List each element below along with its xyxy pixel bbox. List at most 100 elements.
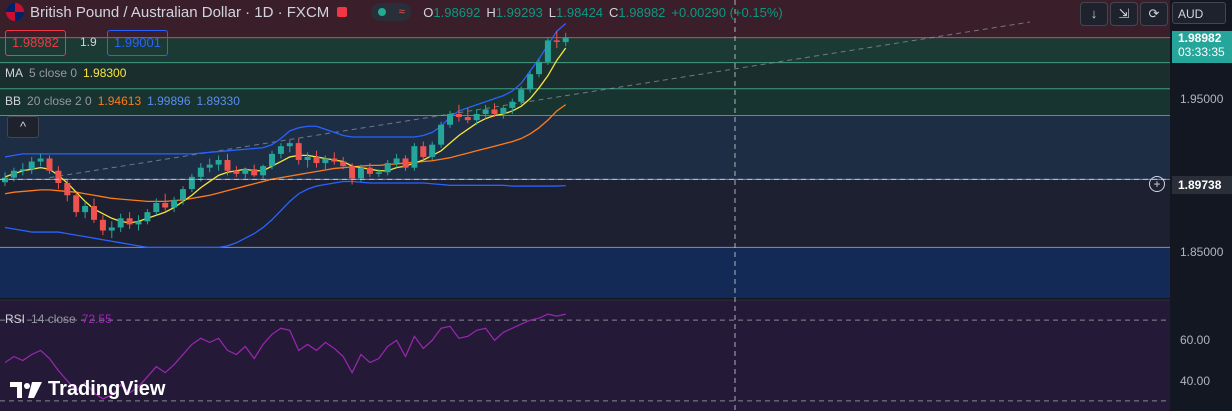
status-dot-icon (377, 8, 386, 16)
refresh-button[interactable]: ⟳ (1140, 2, 1168, 26)
bb-legend[interactable]: BB 20 close 2 0 1.94613 1.99896 1.89330 (5, 94, 240, 108)
candle-body-40 (358, 167, 364, 179)
bb-lower-value: 1.89330 (196, 94, 240, 108)
ohlc-value: 1.98692 (433, 4, 481, 20)
bb-params: 20 close 2 0 (27, 94, 92, 108)
zone-band-0 (0, 22, 1170, 38)
candle-body-58 (518, 89, 525, 102)
candle-body-14 (126, 218, 133, 225)
candle-body-50 (447, 114, 453, 125)
candle-body-28 (251, 169, 258, 176)
scroll-down-button[interactable]: ↓ (1080, 2, 1108, 26)
candle-body-7 (64, 183, 71, 196)
market-open-pill[interactable]: ≈ (371, 3, 412, 21)
rsi-line (4, 313, 566, 400)
rsi-tick-1: 40.00 (1180, 373, 1211, 388)
candle-body-20 (180, 189, 186, 200)
rsi-name: RSI (5, 312, 26, 326)
symbol-title[interactable]: British Pound / Australian Dollar · 1D ·… (30, 3, 330, 21)
chart-header: British Pound / Australian Dollar · 1D ·… (0, 0, 783, 24)
zone-band-1 (0, 37, 1170, 63)
candle-body-44 (393, 158, 400, 164)
bb-name: BB (5, 94, 22, 108)
bb-upper-line (4, 23, 567, 158)
candle-body-49 (438, 124, 445, 145)
candle-body-32 (286, 143, 293, 147)
candle-body-25 (224, 160, 231, 171)
candle-body-63 (562, 37, 569, 43)
price-tick-1: 1.85000 (1180, 245, 1224, 259)
candle-body-1 (10, 170, 17, 178)
bb-lower-line (4, 180, 566, 249)
ma-legend[interactable]: MA 5 close 0 1.98300 (5, 66, 126, 80)
candle-body-36 (322, 158, 329, 164)
spread-value: 1.9 (80, 35, 97, 49)
candle-body-22 (197, 167, 204, 177)
candle-body-13 (117, 218, 124, 228)
ohlc-key: C (609, 4, 619, 20)
current-price-label: 1.98982 03:33:35 (1172, 31, 1232, 63)
rsi-value: 72.55 (81, 312, 112, 326)
candle-body-37 (331, 158, 338, 162)
zone-band-5 (0, 179, 1170, 248)
bb-basis-value: 1.94613 (97, 94, 142, 108)
candle-body-38 (340, 161, 347, 167)
candle-body-19 (171, 199, 178, 208)
countdown-value: 03:33:35 (1178, 45, 1225, 59)
current-price-value: 1.98982 (1178, 31, 1222, 45)
ma-name: MA (5, 66, 23, 80)
tradingview-logo-text: TradingView (48, 378, 166, 400)
candle-body-45 (402, 158, 409, 168)
candle-body-55 (491, 109, 498, 114)
ohlc-value: 1.98424 (556, 4, 604, 20)
approx-icon: ≈ (398, 6, 405, 18)
crosshair-price-label: 1.89738 (1172, 176, 1232, 194)
candle-body-47 (420, 146, 427, 157)
candle-body-0 (2, 177, 8, 183)
rsi-pane (0, 300, 1170, 411)
candle-body-29 (260, 166, 267, 176)
ohlc-item-3: C1.98982 (609, 5, 665, 20)
candle-body-6 (55, 170, 62, 183)
ohlc-key: H (486, 4, 496, 20)
candle-body-61 (544, 40, 551, 62)
currency-select[interactable]: AUD (1172, 2, 1226, 24)
candle-body-56 (500, 107, 507, 114)
ohlc-value: 1.99293 (495, 4, 543, 20)
collapse-button[interactable]: ⇲ (1110, 2, 1138, 26)
candle-body-39 (349, 166, 356, 179)
candle-body-33 (295, 143, 302, 160)
candle-body-11 (99, 219, 106, 231)
candle-body-12 (108, 227, 115, 231)
candle-body-3 (28, 161, 35, 170)
ohlc-key: L (548, 4, 557, 20)
candle-body-31 (277, 146, 284, 154)
buy-price-button[interactable]: 1.99001 (107, 30, 168, 56)
rsi-params: 14 close (31, 312, 76, 326)
ohlc-value: 1.98982 (618, 4, 666, 20)
tradingview-logo[interactable]: TradingView (10, 378, 165, 401)
candle-body-5 (46, 158, 53, 171)
candle-body-52 (464, 117, 471, 121)
candle-body-10 (91, 206, 97, 220)
candle-body-51 (455, 114, 462, 118)
gbp-aud-flag-icon (6, 3, 24, 21)
candle-body-9 (82, 206, 89, 213)
rsi-legend[interactable]: RSI 14 close 72.55 (5, 312, 112, 326)
candle-body-34 (304, 156, 311, 160)
candle-body-57 (509, 101, 516, 108)
bb-upper-value: 1.99896 (147, 94, 191, 108)
candle-body-30 (269, 153, 275, 167)
candle-body-17 (153, 202, 160, 213)
sell-price-button[interactable]: 1.98982 (5, 30, 66, 56)
candle-body-2 (19, 169, 26, 171)
ohlc-item-4: +0.00290 (+0.15%) (671, 5, 782, 20)
candle-body-18 (162, 202, 169, 208)
crosshair-plus-icon[interactable]: + (1149, 176, 1165, 192)
candle-body-46 (411, 146, 418, 168)
candle-body-35 (313, 156, 320, 164)
zone-band-3 (0, 88, 1170, 116)
collapse-legend-button[interactable]: ^ (7, 116, 39, 138)
candle-body-60 (536, 61, 542, 75)
